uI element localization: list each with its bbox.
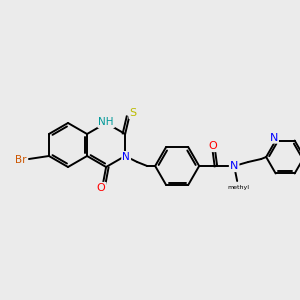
- Text: O: O: [209, 141, 218, 151]
- Text: S: S: [130, 108, 137, 118]
- Text: O: O: [97, 183, 106, 193]
- Text: methyl: methyl: [227, 185, 249, 190]
- Text: N: N: [230, 161, 238, 171]
- Text: Br: Br: [15, 155, 27, 165]
- Text: N: N: [269, 133, 278, 142]
- Text: NH: NH: [98, 117, 114, 127]
- Text: N: N: [122, 152, 130, 162]
